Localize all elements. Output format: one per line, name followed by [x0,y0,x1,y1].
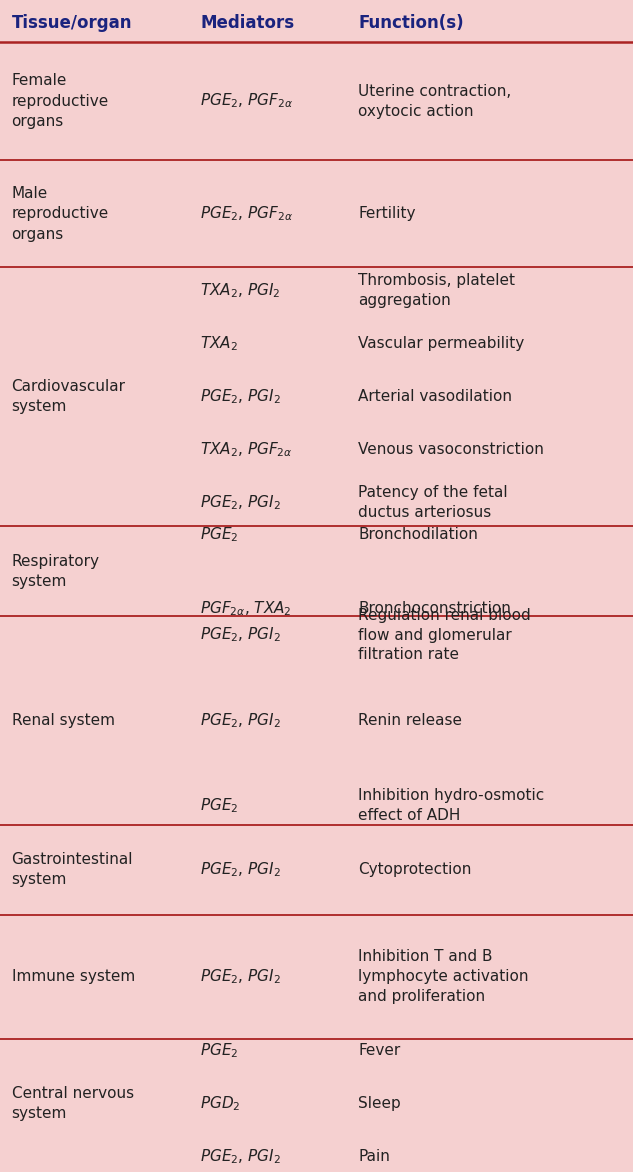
Text: $PGE_2$: $PGE_2$ [200,525,239,544]
Text: $PGE_2$, $PGF_{2\alpha}$: $PGE_2$, $PGF_{2\alpha}$ [200,91,293,110]
Text: Function(s): Function(s) [358,14,464,32]
Text: $PGE_2$, $PGI_2$: $PGE_2$, $PGI_2$ [200,967,281,986]
Text: Bronchodilation: Bronchodilation [358,526,479,541]
Text: Inhibition hydro-osmotic
effect of ADH: Inhibition hydro-osmotic effect of ADH [358,789,545,823]
Text: $PGE_2$: $PGE_2$ [200,1041,239,1059]
Text: $PGD_2$: $PGD_2$ [200,1093,241,1112]
Text: $PGE_2$, $PGI_2$: $PGE_2$, $PGI_2$ [200,387,281,406]
Text: Renal system: Renal system [11,713,115,728]
Text: $TXA_2$, $PGI_2$: $TXA_2$, $PGI_2$ [200,281,280,300]
Text: $PGE_2$, $PGI_2$: $PGE_2$, $PGI_2$ [200,493,281,512]
Text: Fertility: Fertility [358,206,416,222]
Text: Inhibition T and B
lymphocyte activation
and proliferation: Inhibition T and B lymphocyte activation… [358,949,529,1004]
Text: Thrombosis, platelet
aggregation: Thrombosis, platelet aggregation [358,273,515,308]
Text: Renin release: Renin release [358,713,463,728]
Text: $PGE_2$, $PGI_2$: $PGE_2$, $PGI_2$ [200,711,281,730]
Text: $PGE_2$, $PGF_{2\alpha}$: $PGE_2$, $PGF_{2\alpha}$ [200,204,293,223]
Text: Bronchoconstriction: Bronchoconstriction [358,601,511,615]
Text: $PGE_2$, $PGI_2$: $PGE_2$, $PGI_2$ [200,860,281,879]
Text: Arterial vasodilation: Arterial vasodilation [358,389,513,404]
Text: $PGE_2$, $PGI_2$: $PGE_2$, $PGI_2$ [200,1147,281,1166]
Text: $TXA_2$, $PGF_{2\alpha}$: $TXA_2$, $PGF_{2\alpha}$ [200,441,293,459]
Text: Immune system: Immune system [11,969,135,984]
Text: Venous vasoconstriction: Venous vasoconstriction [358,442,544,457]
Text: Respiratory
system: Respiratory system [11,553,99,588]
Text: Uterine contraction,
oxytocic action: Uterine contraction, oxytocic action [358,83,511,118]
Text: $PGE_2$, $PGI_2$: $PGE_2$, $PGI_2$ [200,626,281,645]
Text: Pain: Pain [358,1149,391,1164]
Text: Vascular permeability: Vascular permeability [358,336,525,352]
Text: Cardiovascular
system: Cardiovascular system [11,379,125,415]
Text: $PGE_2$: $PGE_2$ [200,797,239,816]
Text: $TXA_2$: $TXA_2$ [200,334,238,353]
Text: Regulation renal blood
flow and glomerular
filtration rate: Regulation renal blood flow and glomerul… [358,608,531,662]
Text: Male
reproductive
organs: Male reproductive organs [11,186,109,241]
Text: Sleep: Sleep [358,1096,401,1111]
Text: Patency of the fetal
ductus arteriosus: Patency of the fetal ductus arteriosus [358,485,508,520]
Text: $PGF_{2\alpha}$, $TXA_2$: $PGF_{2\alpha}$, $TXA_2$ [200,599,292,618]
Text: Cytoprotection: Cytoprotection [358,863,472,877]
Text: Central nervous
system: Central nervous system [11,1085,134,1120]
Text: Tissue/organ: Tissue/organ [11,14,132,32]
Text: Gastrointestinal
system: Gastrointestinal system [11,852,133,887]
Text: Female
reproductive
organs: Female reproductive organs [11,73,109,129]
Text: Fever: Fever [358,1043,401,1057]
Text: Mediators: Mediators [200,14,294,32]
